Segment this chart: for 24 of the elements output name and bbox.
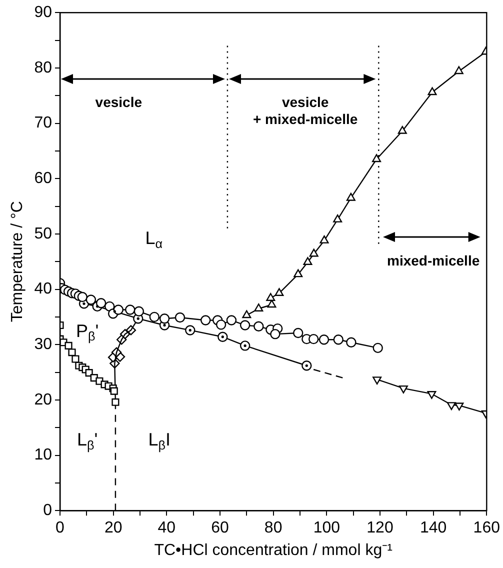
annotation: mixed-micelle [387,252,480,268]
x-tick-label: 100 [313,520,340,537]
x-tick-label: 60 [211,520,229,537]
y-tick-label: 70 [34,114,52,132]
y-tick-label: 50 [34,225,52,242]
annotation: vesicle + mixed-micelle [252,94,358,128]
y-tick-label: 80 [34,59,52,76]
y-tick-label: 40 [34,280,52,298]
y-tick-label: 10 [34,446,52,464]
x-tick-label: 0 [56,520,65,537]
x-tick-label: 140 [420,520,447,537]
x-tick-label: 120 [366,520,394,537]
y-tick-label: 20 [34,391,52,408]
x-tick-label: 80 [264,520,282,537]
y-tick-label: 0 [43,502,52,520]
x-tick-label: 40 [158,520,176,537]
y-tick-label: 90 [34,4,52,22]
y-tick-label: 60 [34,170,52,188]
y-tick-label: 30 [34,336,52,354]
y-axis-title: Temperature / °C [9,201,26,322]
annotation: vesicle [95,94,142,110]
x-tick-label: 20 [104,520,122,537]
x-tick-label: 160 [473,520,500,537]
x-axis-title: TC•HCl concentration / mmol kg⁻¹ [154,542,392,559]
